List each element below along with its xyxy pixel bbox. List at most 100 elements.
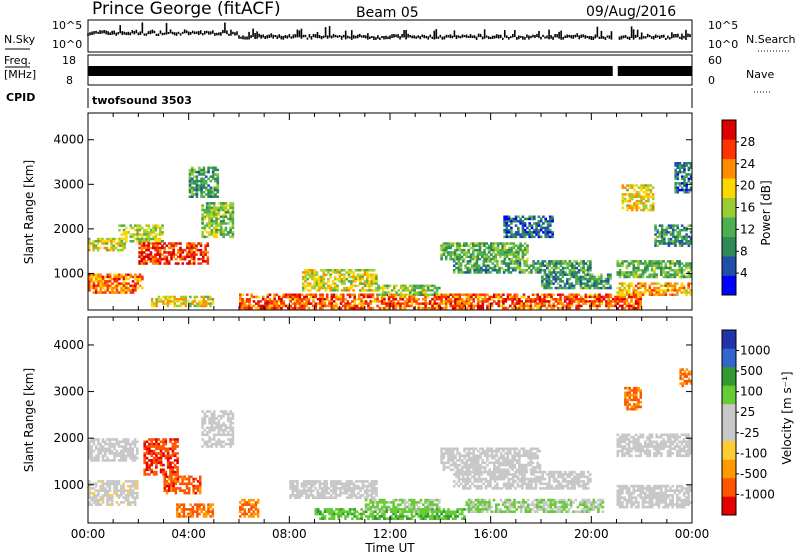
echo-cell (99, 238, 102, 241)
echo-cell (158, 298, 161, 301)
echo-cell (148, 450, 151, 453)
echo-cell (652, 207, 655, 210)
echo-cell (582, 287, 585, 290)
echo-cell (141, 242, 144, 245)
echo-cell (477, 305, 480, 308)
echo-cell (643, 191, 646, 194)
echo-cell (134, 503, 137, 506)
echo-cell (651, 276, 654, 279)
echo-cell (638, 207, 641, 210)
echo-cell (125, 438, 128, 441)
echo-cell (330, 494, 333, 497)
echo-cell (213, 417, 216, 420)
echo-cell (677, 227, 680, 230)
echo-cell (319, 305, 322, 308)
echo-cell (683, 189, 686, 192)
echo-cell (562, 271, 565, 274)
echo-cell (453, 269, 456, 272)
echo-cell (535, 231, 538, 234)
echo-cell (665, 276, 668, 279)
echo-cell (194, 305, 197, 308)
echo-cell (167, 450, 170, 453)
echo-cell (654, 227, 657, 230)
echo-cell (350, 269, 353, 272)
echo-cell (559, 274, 562, 277)
echo-cell (116, 276, 119, 279)
echo-cell (530, 305, 533, 308)
echo-cell (635, 300, 638, 303)
echo-cell (175, 476, 178, 479)
echo-cell (416, 291, 419, 294)
echo-cell (517, 231, 520, 234)
echo-cell (665, 291, 668, 294)
echo-cell (681, 167, 684, 170)
echo-cell (207, 506, 210, 509)
echo-cell (541, 285, 544, 288)
echo-cell (647, 189, 650, 192)
echo-cell (607, 300, 610, 303)
echo-cell (199, 483, 202, 486)
echo-cell (197, 242, 200, 245)
echo-cell (455, 267, 458, 270)
echo-cell (316, 289, 319, 292)
echo-cell (95, 457, 98, 460)
echo-cell (211, 429, 214, 432)
echo-cell (452, 294, 455, 297)
echo-cell (524, 218, 527, 221)
echo-cell (626, 184, 629, 187)
echo-cell (472, 294, 475, 297)
freq-trace (88, 66, 692, 76)
echo-cell (651, 294, 654, 297)
echo-cell (132, 450, 135, 453)
echo-cell (519, 222, 522, 225)
echo-cell (633, 296, 636, 299)
echo-cell (640, 196, 643, 199)
echo-cell (155, 298, 158, 301)
echo-cell (213, 438, 216, 441)
echo-cell (522, 258, 525, 261)
echo-cell (470, 253, 473, 256)
echo-cell (544, 236, 547, 239)
echo-cell (459, 296, 462, 299)
echo-cell (512, 220, 515, 223)
echo-cell (166, 483, 169, 486)
echo-cell (603, 296, 606, 299)
echo-cell (479, 300, 482, 303)
echo-cell (643, 202, 646, 205)
echo-cell (637, 305, 640, 308)
echo-cell (95, 494, 98, 497)
echo-cell (573, 294, 576, 297)
echo-cell (244, 300, 247, 303)
echo-cell (621, 294, 624, 297)
echo-cell (213, 227, 216, 230)
echo-cell (335, 485, 338, 488)
echo-cell (654, 229, 657, 232)
echo-cell (229, 218, 232, 221)
echo-cell (665, 229, 668, 232)
echo-cell (402, 285, 405, 288)
echo-cell (622, 184, 625, 187)
echo-cell (482, 305, 485, 308)
echo-cell (148, 227, 151, 230)
echo-cell (367, 307, 370, 310)
echo-cell (176, 445, 179, 448)
echo-cell (162, 445, 165, 448)
echo-cell (215, 422, 218, 425)
echo-cell (658, 267, 661, 270)
echo-cell (519, 265, 522, 268)
echo-cell (540, 224, 543, 227)
echo-cell (637, 269, 640, 272)
echo-cell (651, 265, 654, 268)
echo-cell (210, 196, 213, 199)
echo-cell (508, 220, 511, 223)
echo-cell (244, 515, 247, 518)
echo-cell (668, 231, 671, 234)
echo-cell (116, 278, 119, 281)
echo-cell (544, 271, 547, 274)
echo-cell (506, 216, 509, 219)
echo-cell (482, 294, 485, 297)
echo-cell (200, 296, 203, 299)
echo-cell (438, 302, 441, 305)
echo-cell (244, 508, 247, 511)
echo-cell (294, 294, 297, 297)
